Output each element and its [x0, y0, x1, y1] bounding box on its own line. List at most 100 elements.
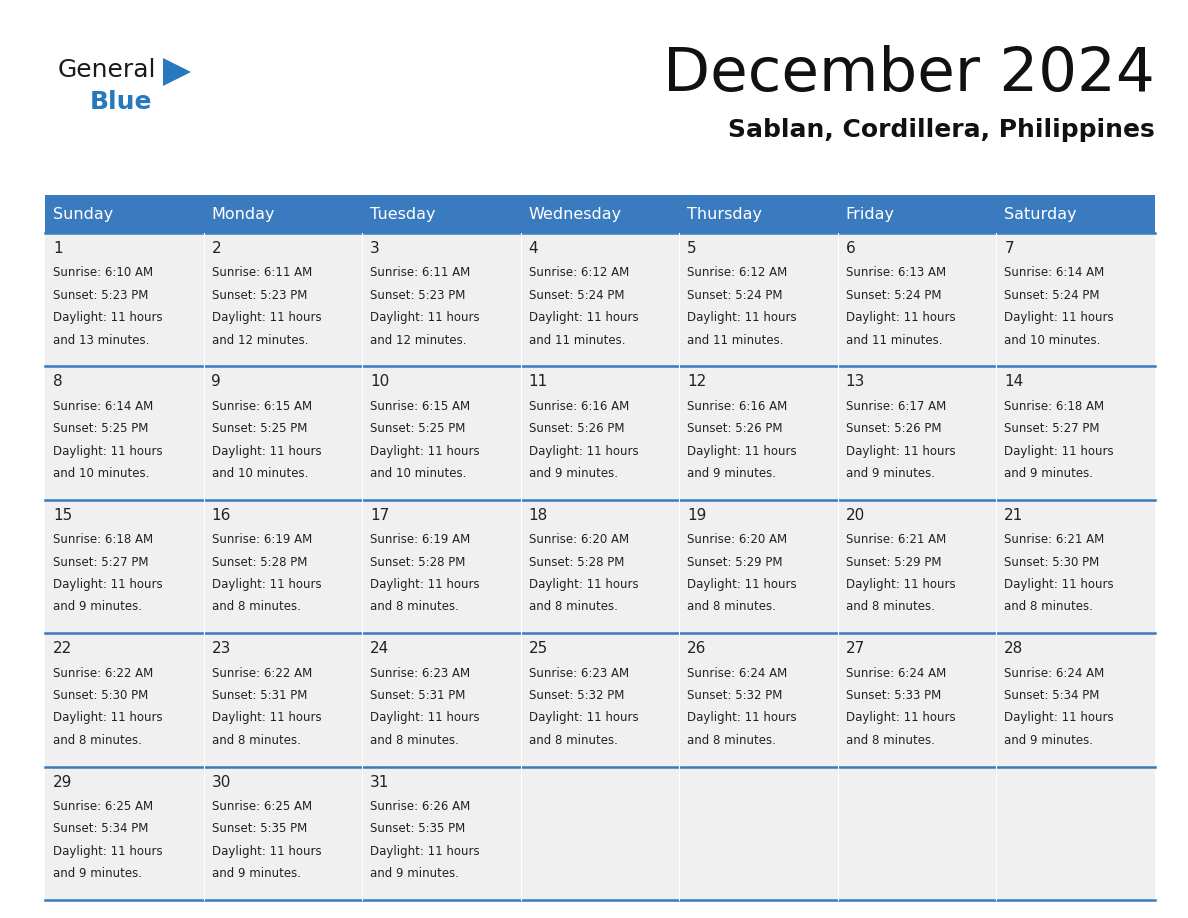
- Text: Sunset: 5:26 PM: Sunset: 5:26 PM: [846, 422, 941, 435]
- Text: Monday: Monday: [211, 207, 274, 221]
- Bar: [680, 499, 838, 633]
- Text: and 9 minutes.: and 9 minutes.: [1004, 733, 1093, 746]
- Bar: [203, 366, 362, 499]
- Text: Daylight: 11 hours: Daylight: 11 hours: [1004, 711, 1114, 724]
- Text: 19: 19: [687, 508, 707, 523]
- Text: Saturday: Saturday: [1004, 207, 1078, 221]
- Text: Sunrise: 6:19 AM: Sunrise: 6:19 AM: [371, 533, 470, 546]
- Text: 29: 29: [53, 775, 72, 789]
- Text: and 10 minutes.: and 10 minutes.: [371, 467, 467, 480]
- Text: 25: 25: [529, 641, 548, 656]
- Text: Daylight: 11 hours: Daylight: 11 hours: [687, 311, 797, 324]
- Bar: [997, 233, 1155, 366]
- Bar: [203, 233, 362, 366]
- Text: Daylight: 11 hours: Daylight: 11 hours: [529, 311, 638, 324]
- Bar: [203, 767, 362, 900]
- Text: Sunrise: 6:13 AM: Sunrise: 6:13 AM: [846, 266, 946, 279]
- Text: 2: 2: [211, 241, 221, 256]
- Text: Sunset: 5:31 PM: Sunset: 5:31 PM: [211, 689, 307, 702]
- Polygon shape: [163, 58, 191, 86]
- Text: Sunrise: 6:15 AM: Sunrise: 6:15 AM: [211, 399, 311, 413]
- Text: Daylight: 11 hours: Daylight: 11 hours: [211, 845, 321, 857]
- Text: Sunrise: 6:18 AM: Sunrise: 6:18 AM: [1004, 399, 1105, 413]
- Text: Daylight: 11 hours: Daylight: 11 hours: [371, 845, 480, 857]
- Bar: [838, 499, 997, 633]
- Text: Daylight: 11 hours: Daylight: 11 hours: [371, 444, 480, 457]
- Text: Sunset: 5:29 PM: Sunset: 5:29 PM: [846, 555, 941, 568]
- Text: and 8 minutes.: and 8 minutes.: [687, 600, 776, 613]
- Text: Sunset: 5:30 PM: Sunset: 5:30 PM: [1004, 555, 1100, 568]
- Text: Sunset: 5:25 PM: Sunset: 5:25 PM: [53, 422, 148, 435]
- Text: Sunset: 5:30 PM: Sunset: 5:30 PM: [53, 689, 148, 702]
- Text: 1: 1: [53, 241, 63, 256]
- Text: 17: 17: [371, 508, 390, 523]
- Bar: [520, 499, 680, 633]
- Text: Sunrise: 6:14 AM: Sunrise: 6:14 AM: [1004, 266, 1105, 279]
- Bar: [838, 633, 997, 767]
- Bar: [997, 499, 1155, 633]
- Text: and 9 minutes.: and 9 minutes.: [846, 467, 935, 480]
- Text: Daylight: 11 hours: Daylight: 11 hours: [53, 578, 163, 591]
- Bar: [362, 195, 520, 233]
- Text: and 8 minutes.: and 8 minutes.: [687, 733, 776, 746]
- Text: Sunset: 5:26 PM: Sunset: 5:26 PM: [529, 422, 624, 435]
- Text: Daylight: 11 hours: Daylight: 11 hours: [371, 578, 480, 591]
- Bar: [520, 633, 680, 767]
- Text: December 2024: December 2024: [663, 45, 1155, 104]
- Text: Sunrise: 6:12 AM: Sunrise: 6:12 AM: [529, 266, 628, 279]
- Text: Daylight: 11 hours: Daylight: 11 hours: [371, 711, 480, 724]
- Text: Daylight: 11 hours: Daylight: 11 hours: [53, 711, 163, 724]
- Text: 22: 22: [53, 641, 72, 656]
- Bar: [680, 366, 838, 499]
- Text: Thursday: Thursday: [687, 207, 763, 221]
- Text: Sunset: 5:34 PM: Sunset: 5:34 PM: [53, 823, 148, 835]
- Text: Sunset: 5:34 PM: Sunset: 5:34 PM: [1004, 689, 1100, 702]
- Text: and 10 minutes.: and 10 minutes.: [1004, 333, 1101, 347]
- Text: and 8 minutes.: and 8 minutes.: [529, 733, 618, 746]
- Text: and 10 minutes.: and 10 minutes.: [211, 467, 308, 480]
- Bar: [362, 499, 520, 633]
- Text: Sunset: 5:33 PM: Sunset: 5:33 PM: [846, 689, 941, 702]
- Text: 15: 15: [53, 508, 72, 523]
- Text: 23: 23: [211, 641, 230, 656]
- Bar: [520, 366, 680, 499]
- Text: 24: 24: [371, 641, 390, 656]
- Bar: [997, 366, 1155, 499]
- Text: Sunrise: 6:19 AM: Sunrise: 6:19 AM: [211, 533, 311, 546]
- Text: Daylight: 11 hours: Daylight: 11 hours: [1004, 444, 1114, 457]
- Bar: [203, 633, 362, 767]
- Text: Sunset: 5:24 PM: Sunset: 5:24 PM: [846, 289, 941, 302]
- Text: Sunrise: 6:24 AM: Sunrise: 6:24 AM: [687, 666, 788, 679]
- Text: Sunset: 5:23 PM: Sunset: 5:23 PM: [53, 289, 148, 302]
- Text: Sunset: 5:27 PM: Sunset: 5:27 PM: [53, 555, 148, 568]
- Text: Sunset: 5:35 PM: Sunset: 5:35 PM: [371, 823, 466, 835]
- Text: and 8 minutes.: and 8 minutes.: [1004, 600, 1093, 613]
- Text: 30: 30: [211, 775, 230, 789]
- Text: Sunrise: 6:24 AM: Sunrise: 6:24 AM: [1004, 666, 1105, 679]
- Bar: [203, 499, 362, 633]
- Text: and 11 minutes.: and 11 minutes.: [846, 333, 942, 347]
- Text: 4: 4: [529, 241, 538, 256]
- Text: Sunrise: 6:16 AM: Sunrise: 6:16 AM: [529, 399, 628, 413]
- Bar: [838, 233, 997, 366]
- Text: Daylight: 11 hours: Daylight: 11 hours: [846, 578, 955, 591]
- Text: Sunset: 5:28 PM: Sunset: 5:28 PM: [529, 555, 624, 568]
- Text: 7: 7: [1004, 241, 1015, 256]
- Bar: [680, 233, 838, 366]
- Text: and 9 minutes.: and 9 minutes.: [687, 467, 776, 480]
- Text: Sunset: 5:23 PM: Sunset: 5:23 PM: [211, 289, 307, 302]
- Text: Sunrise: 6:23 AM: Sunrise: 6:23 AM: [371, 666, 470, 679]
- Text: Sunrise: 6:22 AM: Sunrise: 6:22 AM: [53, 666, 153, 679]
- Text: Sunset: 5:24 PM: Sunset: 5:24 PM: [529, 289, 624, 302]
- Bar: [838, 366, 997, 499]
- Text: Sunset: 5:24 PM: Sunset: 5:24 PM: [1004, 289, 1100, 302]
- Text: 18: 18: [529, 508, 548, 523]
- Text: and 8 minutes.: and 8 minutes.: [211, 733, 301, 746]
- Text: 3: 3: [371, 241, 380, 256]
- Text: Sunset: 5:35 PM: Sunset: 5:35 PM: [211, 823, 307, 835]
- Text: and 9 minutes.: and 9 minutes.: [371, 868, 459, 880]
- Bar: [520, 195, 680, 233]
- Text: General: General: [58, 58, 157, 82]
- Bar: [45, 767, 203, 900]
- Text: and 9 minutes.: and 9 minutes.: [211, 868, 301, 880]
